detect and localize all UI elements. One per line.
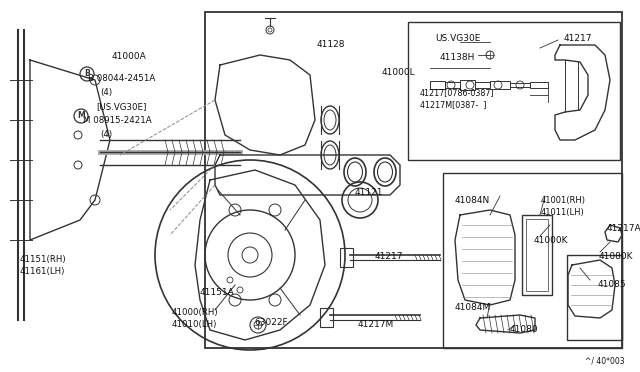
Text: 41217A: 41217A bbox=[607, 224, 640, 233]
Text: M: M bbox=[77, 112, 85, 121]
Text: B 08044-2451A: B 08044-2451A bbox=[88, 74, 156, 83]
Text: 41080K: 41080K bbox=[599, 252, 634, 261]
Text: 41217[0786-0387]: 41217[0786-0387] bbox=[420, 88, 495, 97]
Text: M 08915-2421A: M 08915-2421A bbox=[83, 116, 152, 125]
Text: 41011(LH): 41011(LH) bbox=[541, 208, 585, 217]
Text: 41000L: 41000L bbox=[382, 68, 415, 77]
Text: 41138H: 41138H bbox=[440, 53, 476, 62]
Bar bbox=[430, 81, 445, 89]
Bar bbox=[490, 81, 510, 89]
Bar bbox=[526, 219, 548, 291]
Text: 41000(RH): 41000(RH) bbox=[172, 308, 219, 317]
Bar bbox=[530, 82, 548, 88]
Bar bbox=[320, 308, 333, 327]
Text: 41084N: 41084N bbox=[455, 196, 490, 205]
Text: 41121: 41121 bbox=[355, 188, 383, 197]
Bar bbox=[443, 173, 622, 348]
Text: (4): (4) bbox=[100, 88, 112, 97]
Text: 41217M: 41217M bbox=[358, 320, 394, 329]
Bar bbox=[522, 215, 552, 295]
Text: 41085: 41085 bbox=[598, 280, 627, 289]
Bar bbox=[408, 22, 620, 160]
Bar bbox=[567, 255, 622, 340]
Text: 41000A: 41000A bbox=[112, 52, 147, 61]
Bar bbox=[205, 12, 622, 348]
Text: 41151(RH): 41151(RH) bbox=[20, 255, 67, 264]
Text: 41010(LH): 41010(LH) bbox=[172, 320, 218, 329]
Text: 41000K: 41000K bbox=[534, 236, 568, 245]
Text: 41001(RH): 41001(RH) bbox=[541, 196, 586, 205]
Text: ^/ 40*003: ^/ 40*003 bbox=[586, 356, 625, 365]
Text: 41217: 41217 bbox=[564, 34, 593, 43]
Text: 63022F: 63022F bbox=[254, 318, 287, 327]
Text: 41217: 41217 bbox=[375, 252, 403, 261]
Text: 41161(LH): 41161(LH) bbox=[20, 267, 65, 276]
Bar bbox=[340, 248, 353, 267]
Bar bbox=[510, 83, 530, 87]
Text: 41084M: 41084M bbox=[455, 303, 492, 312]
Circle shape bbox=[74, 109, 88, 123]
Bar bbox=[445, 82, 460, 88]
Text: 41080: 41080 bbox=[510, 325, 539, 334]
Text: 41151A: 41151A bbox=[200, 288, 235, 297]
Circle shape bbox=[80, 67, 94, 81]
Text: US.VG30E: US.VG30E bbox=[435, 34, 481, 43]
Bar bbox=[475, 82, 490, 88]
Text: 41128: 41128 bbox=[317, 40, 346, 49]
Text: [US.VG30E]: [US.VG30E] bbox=[96, 102, 147, 111]
Text: 41217M[0387-  ]: 41217M[0387- ] bbox=[420, 100, 486, 109]
Text: (4): (4) bbox=[100, 130, 112, 139]
Text: B: B bbox=[84, 70, 90, 78]
Bar bbox=[460, 80, 475, 90]
